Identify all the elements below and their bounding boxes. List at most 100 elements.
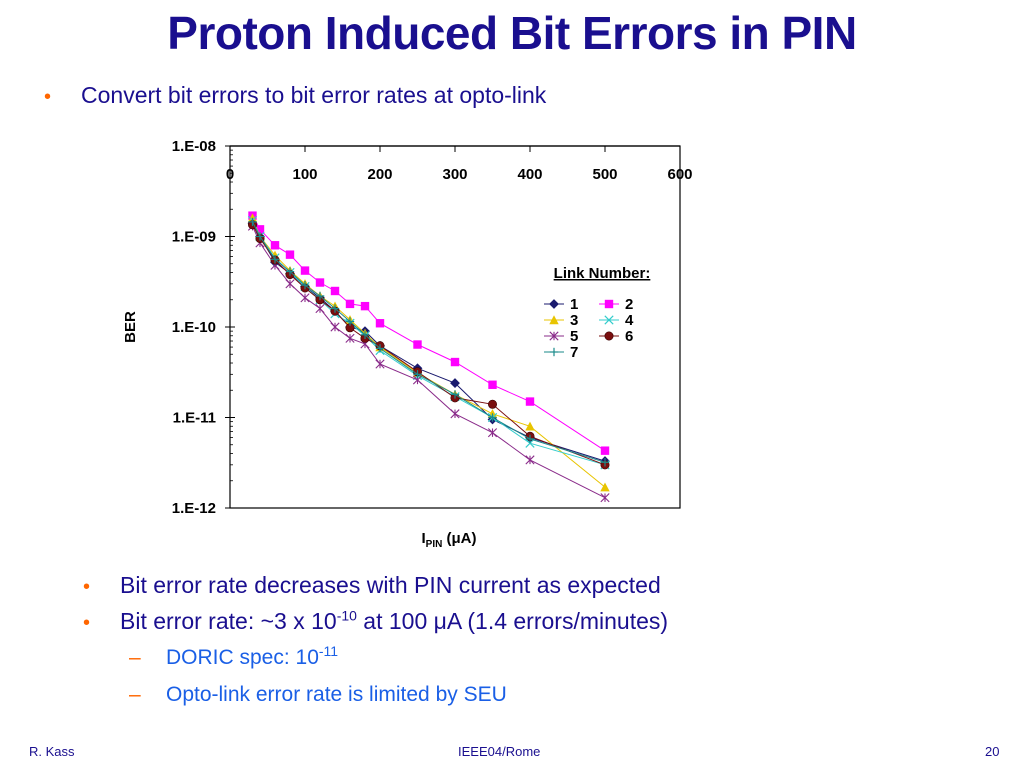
- data-point: [549, 331, 559, 341]
- dash-marker: –: [129, 683, 141, 706]
- data-point: [285, 250, 295, 259]
- data-point: [360, 301, 370, 311]
- legend-title: Link Number:: [554, 265, 651, 282]
- data-point: [549, 299, 559, 309]
- footer-page-number: 20: [985, 744, 1000, 759]
- data-point: [413, 370, 422, 379]
- data-point: [315, 291, 325, 301]
- data-point: [255, 232, 265, 241]
- data-point: [600, 446, 610, 455]
- data-point: [450, 378, 460, 388]
- series-line: [252, 215, 606, 452]
- legend-entry: 4: [599, 312, 634, 329]
- data-point: [604, 331, 614, 341]
- series-5: [247, 221, 610, 503]
- x-tick-label: 100: [292, 166, 317, 183]
- data-point: [315, 278, 325, 287]
- y-axis-label: BER: [122, 311, 139, 343]
- bullet-marker: •: [44, 86, 52, 108]
- bullet-convert: • Convert bit errors to bit error rates …: [44, 82, 546, 109]
- legend-entry: 6: [599, 328, 633, 345]
- bullet-decreases: • Bit error rate decreases with PIN curr…: [83, 572, 661, 599]
- data-point: [413, 340, 422, 349]
- y-tick-label: 1.E-08: [172, 138, 216, 155]
- data-point: [360, 330, 370, 339]
- sub-bullet-text: DORIC spec: 10-11: [166, 643, 339, 669]
- x-tick-label: 200: [367, 166, 392, 183]
- legend-label: 2: [625, 296, 633, 313]
- legend-label: 3: [570, 312, 578, 329]
- data-point: [450, 409, 460, 419]
- data-point: [375, 344, 385, 353]
- series-4: [247, 215, 610, 470]
- data-point: [248, 217, 257, 227]
- data-point: [270, 241, 280, 250]
- data-point: [345, 299, 355, 309]
- series-7: [248, 217, 610, 467]
- data-point: [300, 266, 310, 275]
- sub-bullet-text: Opto-link error rate is limited by SEU: [166, 683, 507, 706]
- data-point: [525, 434, 535, 444]
- data-point: [345, 333, 355, 343]
- legend-label: 1: [570, 296, 578, 313]
- legend-entry: 1: [544, 296, 578, 313]
- slide-title: Proton Induced Bit Errors in PIN: [167, 7, 857, 59]
- data-point: [525, 397, 535, 406]
- y-tick-label: 1.E-12: [172, 500, 216, 517]
- bullet-marker: •: [83, 612, 91, 634]
- legend-entry: 3: [544, 312, 578, 329]
- x-tick-label: 400: [517, 166, 542, 183]
- legend-label: 6: [625, 328, 633, 345]
- series-line: [252, 220, 606, 466]
- data-point: [600, 482, 610, 492]
- dash-marker: –: [129, 646, 141, 669]
- footer-author: R. Kass: [29, 744, 75, 759]
- plot-frame: [229, 145, 681, 509]
- x-tick-label: 0: [226, 166, 234, 183]
- data-point: [604, 299, 614, 309]
- data-point: [330, 322, 340, 332]
- data-point: [300, 293, 310, 303]
- data-point: [604, 315, 614, 325]
- data-point: [549, 315, 559, 325]
- data-point: [487, 399, 497, 409]
- data-point: [330, 304, 340, 313]
- data-point: [525, 455, 535, 465]
- data-point: [300, 280, 310, 290]
- y-tick-label: 1.E-09: [172, 229, 216, 246]
- data-point: [487, 428, 498, 438]
- data-point: [375, 319, 385, 328]
- x-tick-label: 500: [592, 166, 617, 183]
- legend-entry: 7: [544, 344, 578, 361]
- data-point: [488, 413, 497, 422]
- legend-entry: 2: [599, 296, 633, 313]
- series-2: [248, 211, 610, 455]
- legend-label: 5: [570, 328, 578, 345]
- y-tick-label: 1.E-11: [173, 410, 216, 427]
- bullet-text: Convert bit errors to bit error rates at…: [81, 82, 547, 108]
- data-point: [549, 347, 559, 357]
- data-point: [255, 225, 265, 234]
- data-point: [375, 359, 385, 369]
- data-point: [525, 438, 535, 448]
- x-tick-label: 600: [667, 166, 692, 183]
- series-line: [252, 221, 606, 463]
- series-1: [247, 218, 610, 466]
- data-point: [330, 286, 340, 296]
- y-tick-label: 1.E-10: [172, 319, 216, 336]
- data-point: [600, 493, 610, 503]
- series-line: [252, 224, 606, 466]
- data-point: [270, 255, 280, 264]
- data-point: [345, 317, 355, 326]
- series-6: [248, 220, 610, 470]
- x-tick-label: 300: [442, 166, 467, 183]
- data-point: [600, 458, 610, 467]
- legend-entry: 5: [544, 328, 578, 345]
- data-point: [525, 421, 535, 431]
- x-axis-label: IPIN (μA): [421, 530, 476, 550]
- bullet-rate: • Bit error rate: ~3 x 10-10 at 100 μA (…: [83, 608, 668, 635]
- legend-label: 7: [570, 344, 578, 361]
- data-point: [450, 357, 460, 367]
- data-point: [488, 380, 497, 389]
